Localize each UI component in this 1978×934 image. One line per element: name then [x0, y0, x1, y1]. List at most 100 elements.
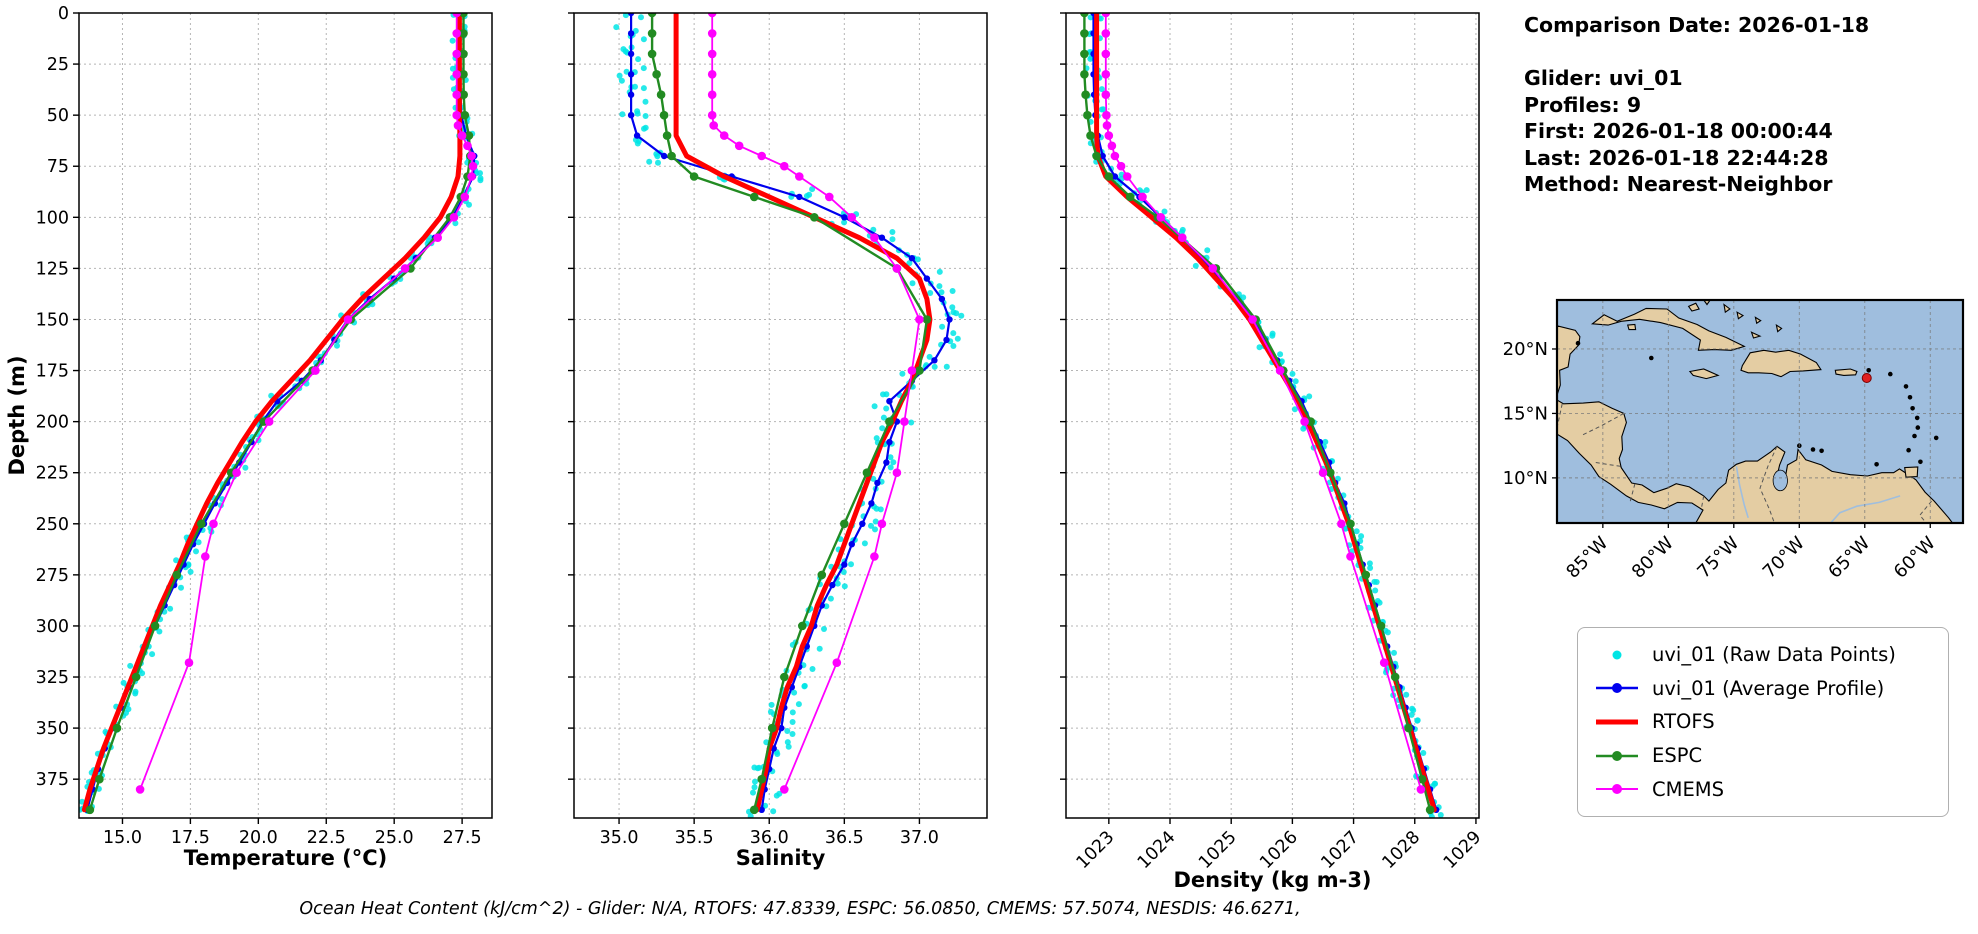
svg-text:20.0: 20.0	[239, 828, 278, 848]
plot-frame	[1065, 12, 1480, 819]
svg-text:37.0: 37.0	[900, 828, 939, 848]
map-island	[1915, 425, 1921, 430]
series-cmems	[707, 13, 924, 794]
map-island	[1933, 435, 1939, 441]
svg-text:325: 325	[36, 668, 69, 688]
map-landmass	[1754, 316, 1762, 325]
svg-text:100: 100	[36, 208, 69, 228]
series-cmems	[1101, 13, 1426, 794]
map-landmass	[1557, 325, 1954, 523]
map-ticks	[1552, 348, 1931, 528]
series-cmems	[135, 13, 478, 794]
svg-text:17.5: 17.5	[171, 828, 210, 848]
map-landmass	[1703, 300, 1711, 306]
map-landmass	[1687, 302, 1700, 312]
svg-text:60°W: 60°W	[1890, 533, 1940, 583]
map-gridlines	[1557, 300, 1963, 523]
temperature-plot: 15.0 17.5 20.0 22.5 25.0 27.5 0 25 50 75 100 125 150…	[5, 4, 493, 870]
series-rtofs	[1094, 13, 1437, 813]
series-rtofs	[673, 13, 933, 813]
svg-text:75°W: 75°W	[1693, 533, 1743, 583]
map-landmass	[1904, 466, 1919, 478]
map-landmass	[1736, 311, 1745, 320]
map-island	[1575, 340, 1581, 346]
salinity-plot: 35.0 35.5 36.0 36.5 37.0 Salinity	[568, 12, 988, 870]
svg-text:1024: 1024	[1134, 827, 1180, 873]
svg-text:300: 300	[36, 617, 69, 637]
grid	[79, 12, 492, 818]
map-island	[1910, 406, 1915, 411]
axis-ticks	[1060, 12, 1477, 824]
legend-marker-line	[1596, 683, 1638, 694]
svg-text:1023: 1023	[1073, 827, 1119, 873]
svg-text:375: 375	[36, 770, 69, 790]
map-island	[1874, 462, 1879, 467]
plot-frame	[78, 12, 493, 819]
svg-text:150: 150	[36, 310, 69, 330]
legend-label: uvi_01 (Raw Data Points)	[1652, 643, 1896, 667]
svg-text:200: 200	[36, 413, 69, 433]
svg-text:275: 275	[36, 566, 69, 586]
legend-label: CMEMS	[1652, 777, 1724, 801]
axis-tick-labels: 1023 1024 1025 1026 1027 1028 1029	[1073, 827, 1486, 873]
map-landmass	[1688, 368, 1720, 380]
map-border	[1700, 495, 1705, 511]
info-line: Glider: uvi_01	[1524, 66, 1683, 90]
legend-label: uvi_01 (Average Profile)	[1652, 676, 1885, 700]
map-border	[1594, 461, 1621, 467]
info-line: Profiles: 9	[1524, 92, 1642, 117]
axis-tick-labels: 15.0 17.5 20.0 22.5 25.0 27.5 0 25 50 75 100 125 150…	[36, 4, 482, 848]
series-espc	[85, 13, 475, 815]
info-line	[1524, 39, 1869, 66]
svg-text:50: 50	[47, 106, 69, 126]
legend-label: ESPC	[1652, 744, 1703, 768]
glider-location-marker	[1861, 372, 1872, 383]
series-raw	[1083, 13, 1444, 818]
svg-text:0: 0	[58, 4, 69, 24]
svg-text:175: 175	[36, 362, 69, 382]
svg-text:350: 350	[36, 719, 69, 739]
svg-text:250: 250	[36, 515, 69, 535]
legend-marker-dot	[1612, 650, 1622, 660]
svg-text:75: 75	[47, 157, 69, 177]
map-island	[1819, 448, 1824, 454]
svg-text:70°W: 70°W	[1759, 533, 1809, 583]
map-landmass	[1740, 349, 1822, 378]
map-border	[1557, 403, 1563, 426]
series-avg	[84, 13, 478, 813]
legend-item: uvi_01 (Raw Data Points)	[1594, 643, 1932, 666]
map-landmass	[1590, 307, 1746, 351]
map-border	[1759, 446, 1778, 523]
svg-text:35.0: 35.0	[600, 828, 639, 848]
map-inset: 85°W 80°W 75°W 70°W 65°W 60°W 20°N 15°N 10°N	[1503, 298, 1965, 583]
map-landmass	[1723, 303, 1731, 314]
svg-text:65°W: 65°W	[1824, 533, 1874, 583]
legend-marker-line	[1596, 784, 1638, 795]
map-island	[1912, 433, 1917, 439]
map-frame	[1555, 298, 1965, 525]
map-island	[1888, 371, 1893, 377]
map-border	[1581, 412, 1625, 436]
svg-text:125: 125	[36, 259, 69, 279]
map-island	[1810, 447, 1816, 452]
map-island	[1649, 355, 1654, 361]
map-island	[1866, 368, 1871, 373]
map-landmass	[1626, 323, 1637, 331]
depth-axis-label: Depth (m)	[5, 355, 29, 475]
series-espc	[1080, 13, 1435, 815]
svg-text:80°W: 80°W	[1628, 533, 1678, 583]
map-island	[1903, 384, 1909, 389]
svg-text:1028: 1028	[1379, 827, 1425, 873]
legend-item: uvi_01 (Average Profile)	[1594, 677, 1932, 700]
svg-text:20°N: 20°N	[1503, 339, 1548, 360]
legend-item: ESPC	[1594, 744, 1932, 767]
plot-frame	[573, 12, 988, 819]
map-island	[1907, 395, 1913, 400]
svg-text:36.0: 36.0	[750, 828, 789, 848]
map-border	[1629, 483, 1636, 502]
svg-text:1027: 1027	[1317, 827, 1363, 873]
temperature-axis-label: Temperature (°C)	[184, 846, 387, 870]
info-line: Last: 2026-01-18 22:44:28	[1524, 145, 1829, 170]
